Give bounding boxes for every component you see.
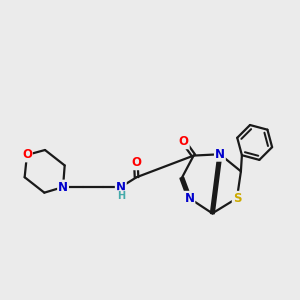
Text: O: O	[179, 135, 189, 148]
Text: H: H	[117, 191, 125, 201]
Text: S: S	[233, 192, 241, 205]
Text: O: O	[22, 148, 32, 161]
Text: O: O	[131, 156, 141, 169]
Text: N: N	[116, 181, 126, 194]
Text: N: N	[184, 192, 194, 205]
Text: N: N	[215, 148, 225, 161]
Text: N: N	[58, 181, 68, 194]
